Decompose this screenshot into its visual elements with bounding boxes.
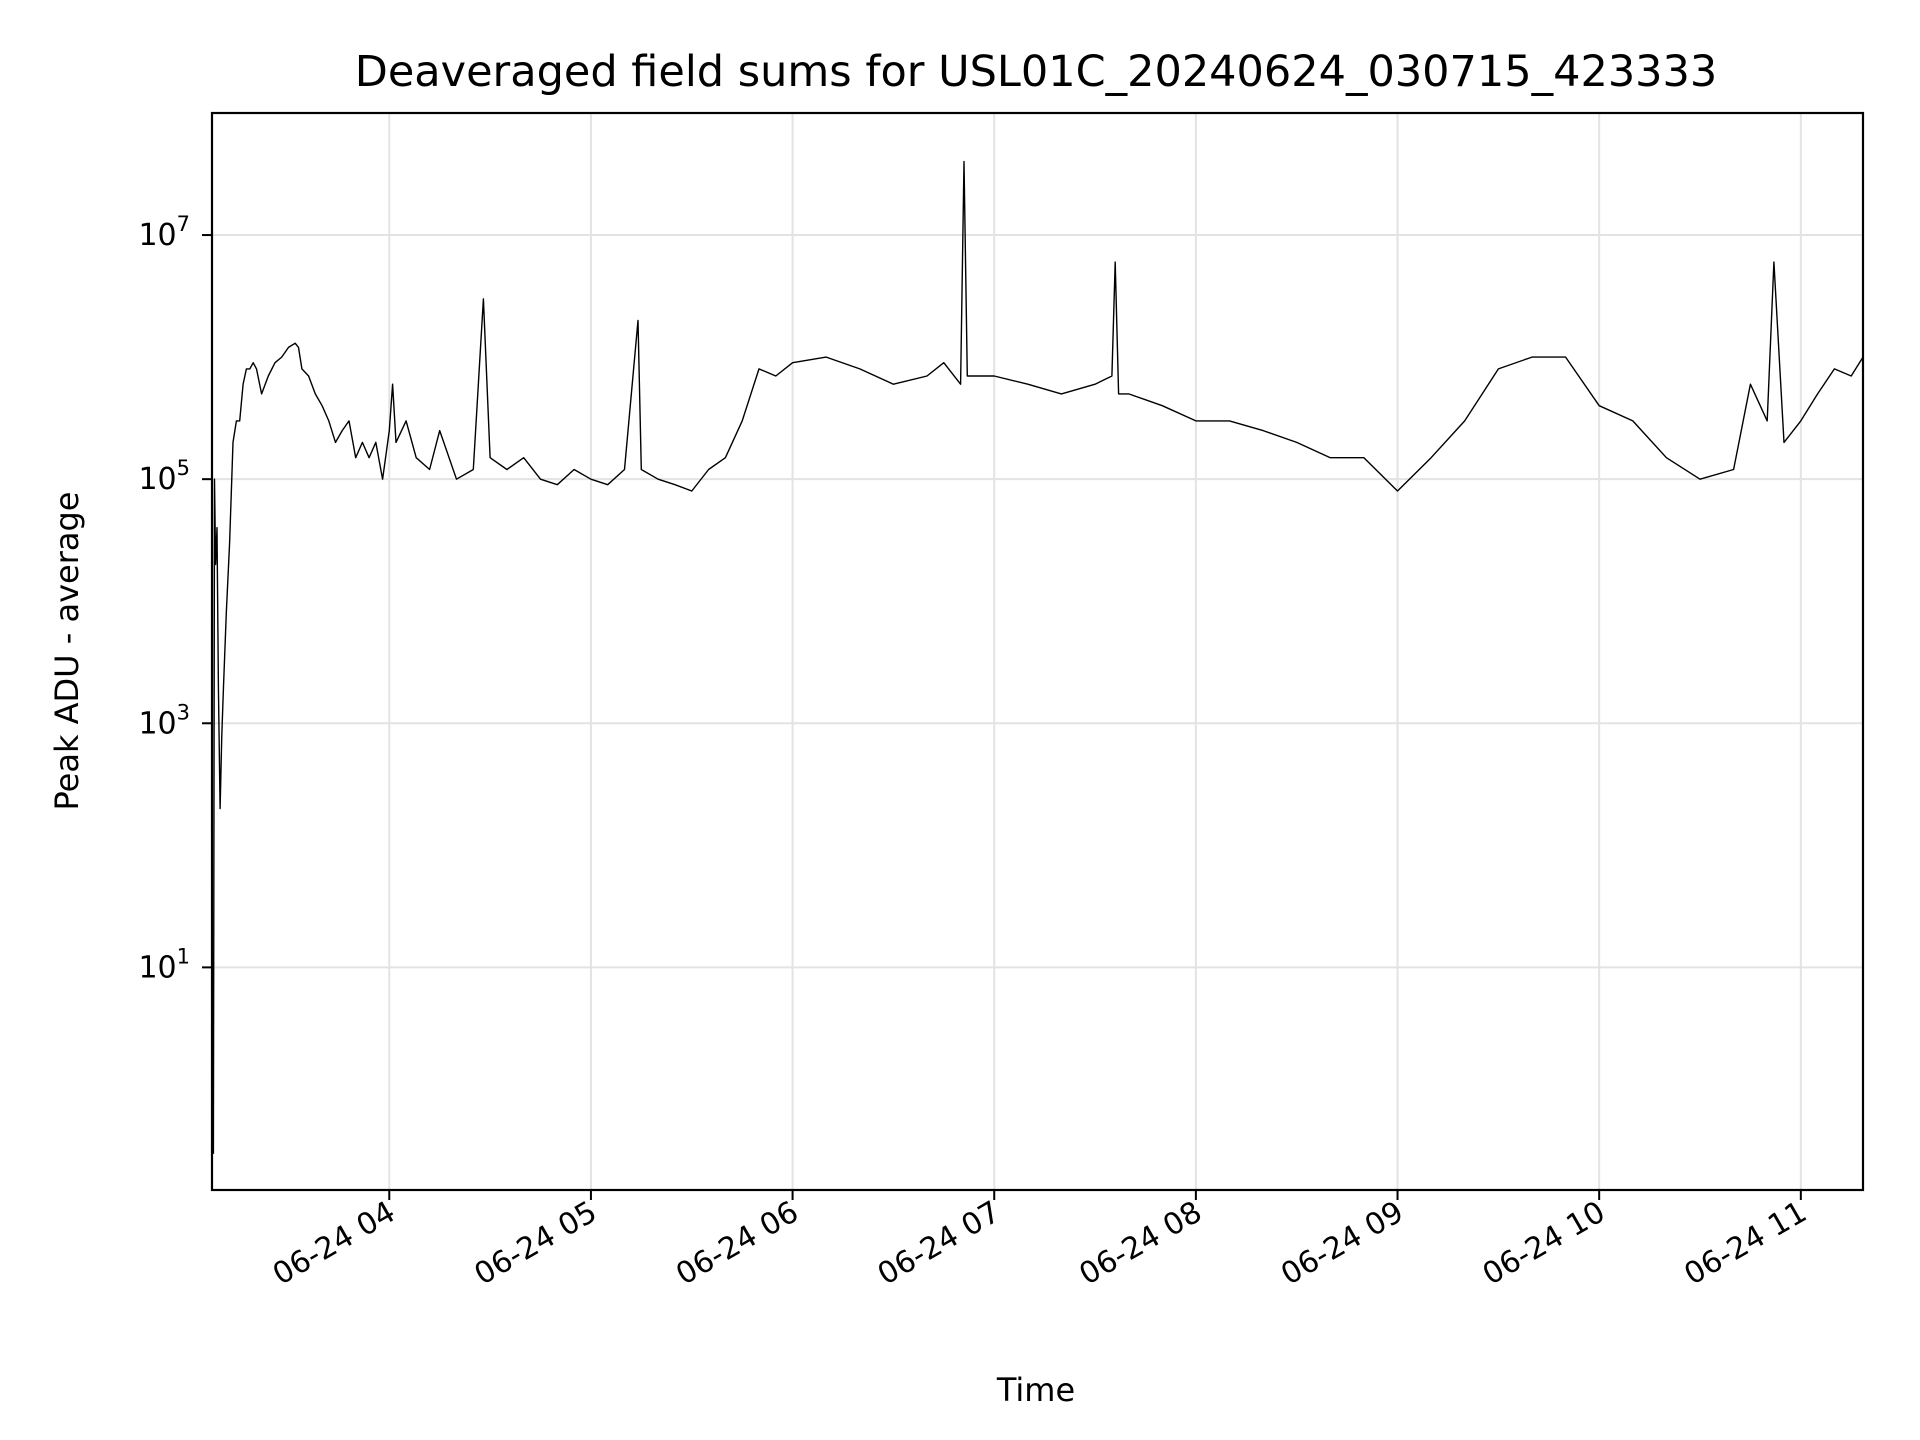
- x-tick-label: 06-24 06: [670, 1195, 804, 1293]
- plot-frame: [210, 111, 1865, 1192]
- y-axis-label: Peak ADU - average: [48, 492, 86, 811]
- y-tick-label: 103: [138, 700, 190, 741]
- x-tick-label: 06-24 09: [1275, 1195, 1409, 1293]
- x-tick-label: 06-24 04: [267, 1195, 401, 1293]
- y-tick-label: 107: [138, 212, 190, 253]
- series-line: [212, 160, 1864, 1154]
- x-tick-label: 06-24 07: [872, 1195, 1006, 1293]
- x-tick-label: 06-24 05: [469, 1195, 603, 1293]
- y-tick-label: 105: [138, 456, 190, 497]
- x-tick-label: 06-24 08: [1074, 1195, 1208, 1293]
- x-axis-label: Time: [996, 1371, 1075, 1409]
- y-tick-label: 101: [138, 944, 190, 985]
- chart-title: Deaveraged field sums for USL01C_2024062…: [355, 47, 1718, 97]
- x-tick-label: 06-24 10: [1477, 1195, 1611, 1293]
- grid: [212, 113, 1863, 1190]
- x-tick-label: 06-24 11: [1679, 1195, 1813, 1293]
